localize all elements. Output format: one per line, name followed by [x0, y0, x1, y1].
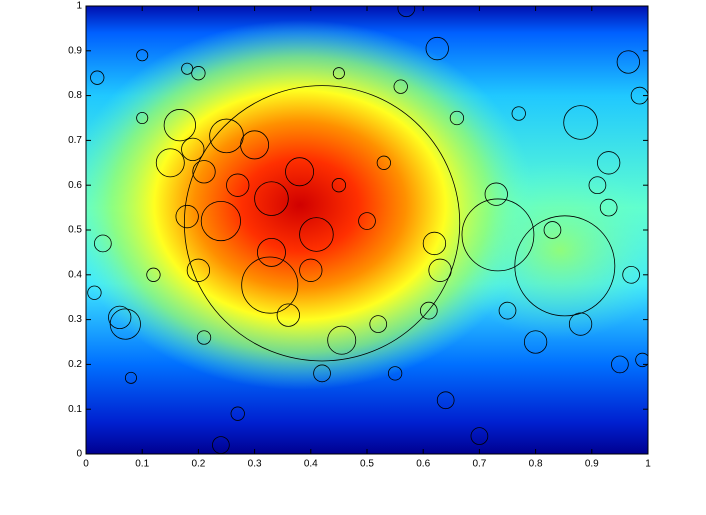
circle-marker: [146, 267, 161, 282]
circle-marker: [183, 85, 461, 362]
circle-marker: [588, 176, 607, 195]
circle-marker: [369, 315, 388, 333]
circle-marker: [568, 312, 593, 336]
x-tick-label: 0.3: [248, 459, 262, 470]
circle-marker: [327, 325, 357, 355]
circle-marker: [461, 198, 535, 272]
y-tick-label: 0.2: [68, 359, 82, 370]
x-tick-label: 0.2: [191, 459, 205, 470]
x-tick-label: 0.8: [529, 459, 543, 470]
x-tick-label: 0.4: [304, 459, 318, 470]
circle-marker: [358, 212, 376, 230]
y-tick-label: 0.9: [68, 45, 82, 56]
y-tick-label: 0.4: [68, 269, 82, 280]
circle-marker: [331, 178, 347, 193]
x-tick-label: 0.5: [360, 459, 374, 470]
circle-marker: [276, 303, 300, 327]
circle-marker: [124, 371, 137, 384]
y-tick-label: 0.3: [68, 314, 82, 325]
circle-marker: [397, 6, 416, 18]
circle-marker: [181, 137, 205, 161]
circle-marker: [599, 198, 618, 217]
circle-marker: [163, 109, 196, 142]
circle-marker: [313, 364, 331, 383]
circle-marker: [90, 70, 105, 85]
circle-marker: [611, 355, 629, 374]
x-tick-label: 1: [645, 459, 651, 470]
circle-marker: [436, 391, 455, 410]
circle-marker: [376, 155, 392, 170]
circle-marker: [226, 173, 250, 197]
circle-marker: [200, 200, 241, 242]
circle-marker: [108, 305, 132, 329]
circle-marker: [109, 308, 141, 340]
circle-marker: [484, 182, 508, 206]
circle-marker: [241, 256, 299, 314]
circle-marker: [332, 67, 345, 80]
density-peak: [86, 6, 648, 454]
y-tick-label: 0.5: [68, 225, 82, 236]
circle-marker: [393, 79, 408, 94]
circle-marker: [425, 36, 449, 61]
circle-marker: [212, 436, 230, 454]
circle-marker: [240, 130, 270, 160]
circle-marker: [136, 49, 149, 62]
circle-marker: [514, 215, 616, 317]
circle-marker: [470, 427, 489, 445]
circle-marker: [196, 330, 212, 345]
x-tick-label: 0.7: [472, 459, 486, 470]
y-tick-label: 0.8: [68, 90, 82, 101]
y-tick-label: 0.1: [68, 404, 82, 415]
circle-marker: [563, 105, 598, 140]
x-tick-label: 0.1: [135, 459, 149, 470]
y-tick-label: 1: [76, 1, 82, 12]
circle-marker: [181, 62, 194, 75]
circle-marker: [254, 181, 289, 216]
circle-marker: [428, 258, 452, 282]
circle-marker: [230, 406, 245, 421]
x-tick-label: 0.9: [585, 459, 599, 470]
circles: [87, 6, 648, 454]
circle-marker: [299, 217, 334, 252]
y-tick-label: 0.7: [68, 135, 82, 146]
circle-marker: [285, 157, 315, 187]
y-tick-label: 0: [76, 449, 82, 460]
circle-marker: [387, 366, 403, 381]
circle-marker: [419, 301, 438, 320]
circle-marker: [597, 151, 621, 175]
circle-marker: [191, 66, 206, 81]
x-tick-label: 0.6: [416, 459, 430, 470]
circle-marker: [257, 237, 286, 267]
circle-marker: [498, 301, 517, 320]
circle-marker: [299, 258, 323, 282]
circle-marker: [523, 330, 548, 354]
circle-marker: [175, 204, 199, 229]
x-tick-label: 0: [83, 459, 89, 470]
circle-marker: [94, 234, 112, 253]
circle-marker: [422, 231, 447, 256]
circle-marker: [543, 221, 562, 239]
circle-marker: [622, 265, 640, 284]
circle-marker: [87, 285, 102, 300]
circle-marker: [155, 148, 185, 178]
circle-marker: [136, 111, 149, 125]
y-tick-label: 0.6: [68, 180, 82, 191]
circle-marker: [449, 110, 465, 126]
circle-marker: [635, 352, 648, 368]
circle-marker: [616, 50, 640, 74]
circle-marker: [186, 258, 211, 282]
circle-marker: [192, 160, 216, 184]
circle-marker: [511, 106, 526, 121]
circle-marker: [630, 86, 648, 105]
